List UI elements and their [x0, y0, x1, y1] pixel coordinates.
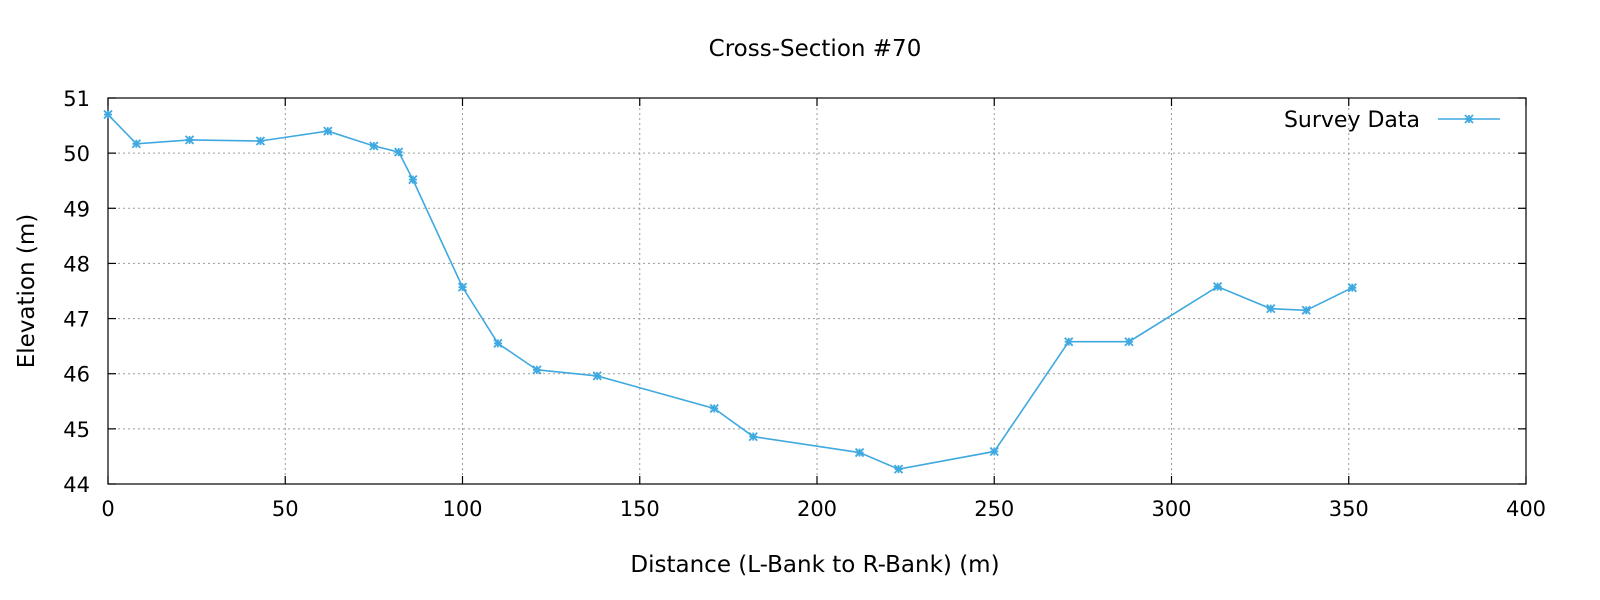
x-tick-label: 300	[1151, 497, 1191, 521]
data-point	[131, 139, 141, 149]
x-tick-label: 350	[1329, 497, 1369, 521]
data-point	[1301, 305, 1311, 315]
y-tick-label: 50	[63, 142, 90, 166]
data-point	[592, 371, 602, 381]
y-tick-label: 46	[63, 363, 90, 387]
x-tick-label: 250	[974, 497, 1014, 521]
data-point	[184, 135, 195, 145]
x-tick-label: 100	[442, 497, 482, 521]
data-point	[493, 338, 503, 349]
data-point	[323, 126, 333, 136]
legend: Survey Data	[1284, 108, 1500, 133]
axis-ticks	[107, 97, 1527, 485]
y-tick-label: 51	[63, 87, 90, 111]
data-point	[408, 174, 418, 185]
data-point	[532, 365, 542, 375]
grid	[108, 98, 1526, 484]
data-point	[893, 464, 904, 474]
data-point	[709, 403, 719, 414]
x-tick-label: 150	[620, 497, 660, 521]
series-line-survey-data	[107, 113, 1353, 470]
x-tick-label: 0	[101, 497, 114, 521]
data-point	[369, 141, 379, 151]
data-point	[457, 282, 468, 292]
data-point	[1347, 283, 1357, 293]
x-tick-label: 200	[797, 497, 837, 521]
data-point	[1124, 337, 1134, 347]
x-axis-label: Distance (L-Bank to R-Bank) (m)	[630, 552, 999, 578]
data-point	[394, 147, 404, 157]
y-tick-label: 45	[63, 418, 90, 442]
y-tick-label: 49	[63, 197, 90, 221]
data-point	[748, 431, 758, 442]
x-tick-labels: 0 50 100 150 200 250 300 350 400	[101, 497, 1546, 521]
legend-marker-symbol	[1464, 114, 1474, 124]
y-axis-label: Elevation (m)	[14, 214, 40, 369]
y-tick-label: 47	[63, 308, 90, 332]
y-tick-label: 48	[63, 252, 90, 276]
x-tick-label: 50	[272, 497, 299, 521]
data-point	[255, 136, 266, 146]
series-group	[103, 109, 1357, 474]
plot-frame	[107, 97, 1527, 485]
chart-title: Cross-Section #70	[709, 36, 922, 62]
y-tick-labels: 44 45 46 47 48 49 50 51	[63, 87, 90, 497]
data-point	[854, 447, 865, 458]
data-point	[1212, 281, 1223, 292]
data-point	[989, 446, 999, 457]
data-point	[103, 109, 113, 120]
legend-marker	[1464, 114, 1474, 124]
data-point	[1064, 337, 1074, 347]
legend-label-survey-data: Survey Data	[1284, 108, 1420, 133]
y-tick-label: 44	[63, 473, 90, 497]
x-tick-label: 400	[1506, 497, 1546, 521]
data-point	[1266, 304, 1276, 314]
